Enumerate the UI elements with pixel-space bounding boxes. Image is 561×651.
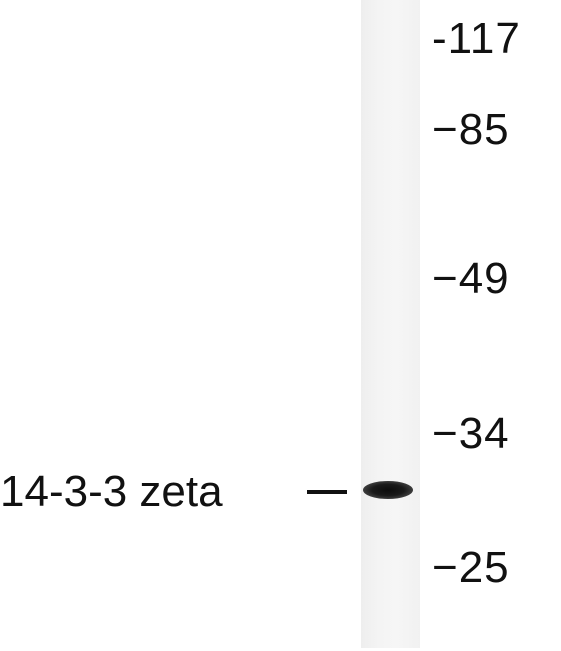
marker-25: −25 [432, 543, 510, 592]
marker-34: −34 [432, 409, 510, 458]
marker-117: -117 [432, 14, 521, 63]
marker-85: −85 [432, 105, 510, 154]
band-pointer-line [307, 490, 347, 494]
marker-49: −49 [432, 254, 510, 303]
protein-band [363, 481, 413, 499]
blot-lane [361, 0, 420, 648]
protein-label: 14-3-3 zeta [0, 467, 223, 516]
